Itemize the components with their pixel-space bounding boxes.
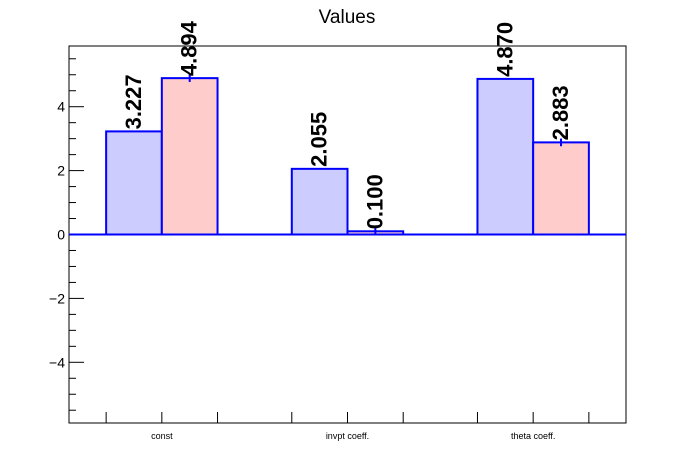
chart-title: Values — [319, 7, 376, 28]
bar-value-label: 3.227 — [121, 74, 146, 129]
bar-value-label: 2.055 — [307, 112, 332, 167]
data-labels: 3.227 2.055 4.870 4.894 0.100 2.883 — [121, 20, 573, 229]
bar — [290, 167, 349, 236]
bars — [105, 74, 590, 236]
y-tick-label: −2 — [49, 290, 65, 306]
bar-value-label: 2.883 — [548, 85, 573, 140]
bar-value-label: 4.894 — [177, 20, 202, 76]
bar-value-label: 0.100 — [362, 174, 387, 229]
y-tick-label: 0 — [57, 227, 65, 243]
y-tick-label: −4 — [49, 354, 65, 370]
bar-value-label: 4.870 — [492, 22, 517, 77]
y-tick-label: 2 — [57, 163, 65, 179]
x-axis: const invpt coeff. theta coeff. — [105, 412, 590, 441]
x-tick-label: const — [151, 431, 173, 441]
y-tick-label: 4 — [57, 99, 65, 115]
bar — [105, 130, 163, 236]
bar — [476, 77, 535, 236]
x-tick-label: theta coeff. — [511, 431, 555, 441]
x-tick-label: invpt coeff. — [326, 431, 369, 441]
bar — [532, 141, 590, 236]
bar — [160, 77, 219, 236]
